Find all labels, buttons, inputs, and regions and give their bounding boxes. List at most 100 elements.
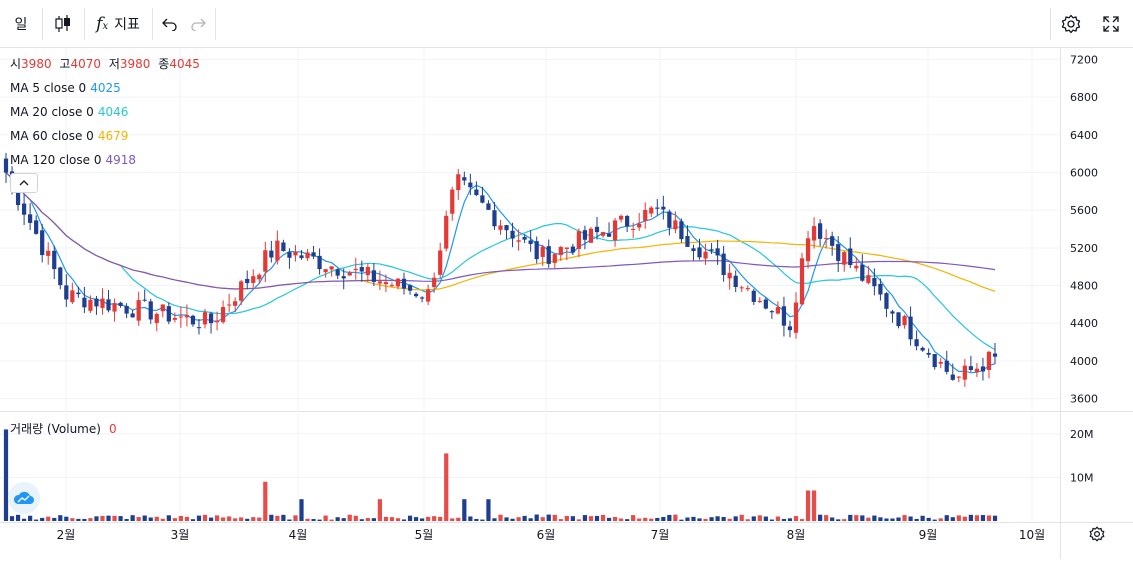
candle-body <box>992 353 998 357</box>
ma-line <box>5 172 996 351</box>
volume-bar <box>932 519 937 521</box>
candle-body <box>775 307 781 314</box>
volume-bar <box>775 516 781 521</box>
fullscreen-icon <box>1103 16 1119 32</box>
volume-bar <box>21 518 27 521</box>
candle-body <box>58 267 63 286</box>
tradingview-logo[interactable] <box>8 482 40 514</box>
volume-bar <box>52 517 57 521</box>
volume-bar <box>220 517 226 521</box>
candle-body <box>383 282 389 285</box>
candle-body <box>661 206 666 210</box>
volume-bar <box>643 517 648 521</box>
candle-body <box>3 158 9 173</box>
candle-body <box>480 195 485 203</box>
ma120-legend[interactable]: MA 120 close 0 4918 <box>10 153 136 167</box>
candle-body <box>703 251 708 259</box>
candle-body <box>202 312 208 325</box>
candle-body <box>100 298 105 308</box>
ma5-legend[interactable]: MA 5 close 0 4025 <box>10 81 121 95</box>
volume-bar <box>992 515 998 521</box>
volume-bar <box>769 519 774 521</box>
undo-button[interactable] <box>158 0 182 48</box>
candle-body <box>492 210 497 227</box>
candle-body <box>522 237 527 240</box>
volume-bar <box>432 516 437 521</box>
chart-canvas[interactable]: 7200 6800 6400 6000 5600 5200 4800 4400 4000 3600… <box>0 48 1133 559</box>
volume-bar <box>781 518 787 521</box>
volume-bar <box>649 518 654 521</box>
volume-bar <box>40 517 45 521</box>
volume-bar <box>516 517 521 521</box>
candle-body <box>94 298 99 307</box>
candle-body <box>552 254 557 263</box>
candle-body <box>600 232 606 236</box>
interval-button[interactable]: 일 <box>6 0 36 48</box>
redo-button[interactable] <box>186 0 210 48</box>
volume-bar <box>160 518 165 521</box>
volume-bar <box>860 515 865 521</box>
volume-bar <box>474 518 479 521</box>
candle-body <box>673 220 678 230</box>
ma60-legend[interactable]: MA 60 close 0 4679 <box>10 129 128 143</box>
chart-type-button[interactable] <box>48 0 78 48</box>
volume-bar <box>866 517 871 521</box>
volume-bar <box>745 519 750 521</box>
volume-bar <box>251 517 256 521</box>
chart-area[interactable]: 7200 6800 6400 6000 5600 5200 4800 4400 4000 3600… <box>0 48 1133 559</box>
time-settings-button[interactable] <box>1084 520 1110 548</box>
volume-bar <box>46 516 51 521</box>
volume-bar <box>438 516 443 521</box>
volume-bar <box>82 518 87 521</box>
candle-body <box>848 248 853 266</box>
volume-bar <box>618 518 624 521</box>
legend-collapse-button[interactable] <box>10 173 38 193</box>
volume-bar <box>540 517 545 521</box>
candle-body <box>112 303 117 312</box>
candle-body <box>769 311 774 313</box>
candle-body <box>124 306 129 314</box>
fullscreen-button[interactable] <box>1096 0 1126 48</box>
volume-bar <box>685 517 690 521</box>
volume-bar <box>227 516 232 521</box>
time-axis-label: 4월 <box>289 528 308 542</box>
volume-bar <box>986 515 992 521</box>
candle-body <box>721 253 726 275</box>
cloud-icon <box>13 491 34 504</box>
volume-bar <box>58 515 63 521</box>
candle-body <box>190 315 196 325</box>
indicators-button[interactable]: fx 지표 <box>88 0 148 48</box>
ma5-label: MA 5 close 0 <box>10 81 87 95</box>
price-axis-label: 5200 <box>1070 242 1098 255</box>
volume-bar <box>661 517 666 521</box>
price-axis-label: 6000 <box>1070 166 1098 179</box>
settings-button[interactable] <box>1056 0 1086 48</box>
volume-bar <box>239 517 244 521</box>
volume-bar <box>848 514 853 521</box>
candle-body <box>685 235 690 247</box>
candle-body <box>799 258 805 305</box>
price-axis-label: 4800 <box>1070 280 1098 293</box>
candle-body <box>251 276 256 283</box>
candle-body <box>239 281 244 301</box>
volume-bar <box>637 518 642 521</box>
volume-bar <box>528 518 533 521</box>
candle-body <box>546 246 551 264</box>
volume-legend[interactable]: 거래량 (Volume) 0 <box>10 422 117 436</box>
volume-bar <box>100 515 105 521</box>
candle-body <box>890 311 895 314</box>
candle-body <box>172 317 177 320</box>
candle-body <box>679 221 684 240</box>
candle-body <box>275 240 280 261</box>
volume-bar <box>570 516 575 521</box>
volume-bar <box>884 518 889 521</box>
time-axis-label: 8월 <box>787 528 806 542</box>
volume-bar <box>377 499 383 521</box>
volume-bar <box>697 518 702 521</box>
ma20-value: 4046 <box>97 105 129 119</box>
ma20-legend[interactable]: MA 20 close 0 4046 <box>10 105 128 119</box>
candle-body <box>88 299 93 311</box>
volume-bar <box>401 519 407 521</box>
ohlc-high: 고4070 <box>59 57 102 71</box>
toolbar-divider <box>215 8 216 40</box>
